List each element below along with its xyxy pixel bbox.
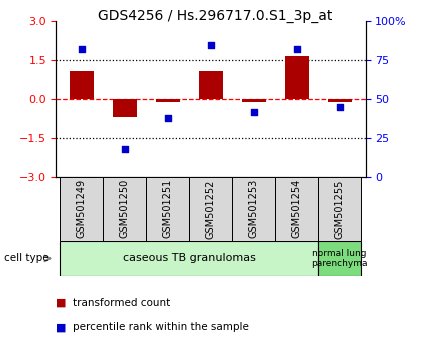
Text: GSM501252: GSM501252 [206,179,216,239]
Text: GSM501250: GSM501250 [120,179,130,239]
Bar [113,99,137,117]
Point [293,46,300,52]
Text: GSM501251: GSM501251 [163,179,173,239]
Text: transformed count: transformed count [73,298,170,308]
Bar [60,241,318,276]
Point [250,109,257,114]
Text: normal lung
parenchyma: normal lung parenchyma [311,249,368,268]
Bar [70,70,94,99]
Point [207,42,214,47]
Bar [275,177,318,241]
Point [164,115,171,121]
Text: GSM501253: GSM501253 [249,179,259,239]
Bar [60,177,103,241]
Bar [199,70,223,99]
Point [78,46,85,52]
Bar [242,99,266,102]
Point [336,104,343,110]
Bar [318,177,361,241]
Bar [232,177,275,241]
Bar [146,177,189,241]
Bar [103,177,146,241]
Bar [318,241,361,276]
Text: ■: ■ [56,298,66,308]
Text: caseous TB granulomas: caseous TB granulomas [123,253,256,263]
Text: GSM501255: GSM501255 [335,179,345,239]
Text: GSM501249: GSM501249 [77,179,87,239]
Text: GSM501254: GSM501254 [292,179,302,239]
Point [121,146,128,152]
Text: ■: ■ [56,322,66,332]
Bar [285,56,309,99]
Bar [189,177,232,241]
Text: GDS4256 / Hs.296717.0.S1_3p_at: GDS4256 / Hs.296717.0.S1_3p_at [98,9,332,23]
Bar [156,99,180,102]
Text: cell type: cell type [4,253,49,263]
Text: percentile rank within the sample: percentile rank within the sample [73,322,249,332]
Bar [328,99,352,102]
